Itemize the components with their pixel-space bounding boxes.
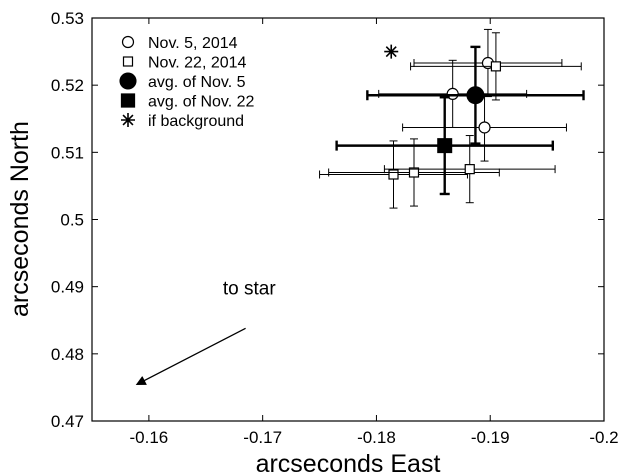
series-open-circle bbox=[378, 28, 567, 162]
y-tick-label: 0.49 bbox=[51, 278, 84, 297]
y-tick-label: 0.47 bbox=[51, 412, 84, 431]
data-layer bbox=[319, 28, 585, 209]
data-point bbox=[437, 138, 453, 154]
legend: Nov. 5, 2014 Nov. 22, 2014 avg. of Nov. 5 a… bbox=[119, 35, 255, 130]
y-tick-label: 0.52 bbox=[51, 76, 84, 95]
legend-marker bbox=[121, 113, 135, 127]
y-tick-label: 0.53 bbox=[51, 9, 84, 28]
data-point bbox=[384, 44, 399, 59]
legend-label: avg. of Nov. 22 bbox=[148, 94, 255, 111]
annotations: to star bbox=[135, 279, 276, 385]
series-filled-square bbox=[335, 96, 554, 196]
legend-marker bbox=[120, 93, 136, 108]
x-tick-label: -0.19 bbox=[471, 428, 510, 447]
x-tick-label: -0.16 bbox=[130, 428, 169, 447]
series-filled-circle bbox=[366, 45, 585, 145]
x-tick-label: -0.17 bbox=[243, 428, 282, 447]
series-open-square bbox=[319, 32, 582, 209]
x-tick-label: -0.2 bbox=[589, 428, 618, 447]
data-point bbox=[388, 169, 399, 180]
legend-label: if background bbox=[148, 113, 244, 130]
data-point bbox=[478, 121, 491, 134]
y-tick-label: 0.48 bbox=[51, 345, 84, 364]
legend-label: Nov. 5, 2014 bbox=[148, 35, 238, 52]
series-asterisk bbox=[384, 44, 399, 59]
data-point bbox=[408, 167, 420, 178]
legend-marker bbox=[121, 35, 135, 49]
x-tick-label: -0.18 bbox=[357, 428, 396, 447]
y-axis-title: arcseconds North bbox=[6, 121, 34, 317]
data-point bbox=[490, 61, 502, 72]
y-tick-label: 0.5 bbox=[60, 211, 84, 230]
x-axis: -0.16 -0.17 -0.18 -0.19 -0.2 bbox=[130, 18, 619, 447]
legend-label: Nov. 22, 2014 bbox=[148, 55, 247, 72]
data-point bbox=[446, 87, 459, 100]
legend-marker bbox=[119, 72, 137, 90]
legend-marker bbox=[122, 56, 134, 67]
annotation-arrow bbox=[135, 327, 246, 385]
legend-label: avg. of Nov. 5 bbox=[148, 74, 246, 91]
data-point bbox=[464, 164, 475, 175]
y-tick-label: 0.51 bbox=[51, 143, 84, 162]
annotation-label: to star bbox=[223, 279, 276, 300]
y-axis: 0.47 0.48 0.49 0.5 0.51 0.52 0.53 bbox=[51, 9, 604, 431]
x-axis-title: arcseconds East bbox=[256, 450, 441, 476]
data-point bbox=[466, 86, 485, 105]
